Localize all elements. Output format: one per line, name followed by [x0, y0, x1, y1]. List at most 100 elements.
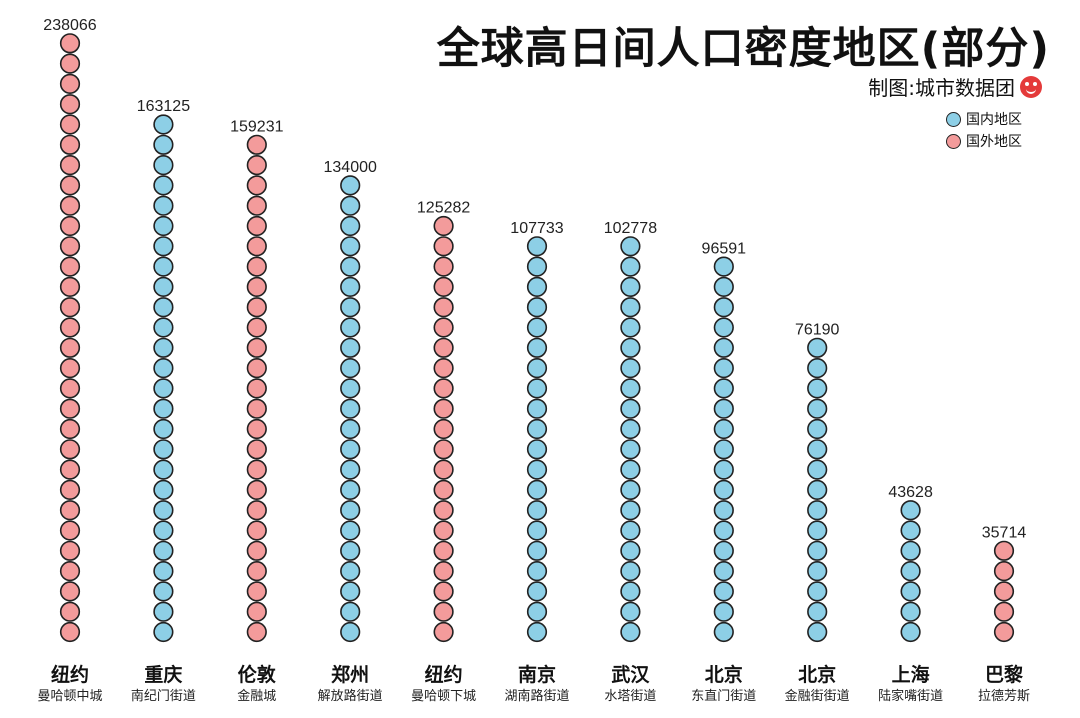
dot-mark [526, 358, 548, 379]
dot-mark [526, 317, 548, 338]
dot-mark [526, 276, 548, 298]
dot-mark [153, 418, 174, 440]
dot-mark [526, 337, 548, 358]
dot-mark [153, 520, 174, 541]
dot-mark [340, 479, 361, 501]
dot-mark [59, 459, 81, 480]
dot-mark [153, 378, 174, 399]
dot-mark [246, 418, 267, 440]
dot-mark [153, 439, 174, 460]
dot-mark [526, 256, 548, 277]
dot-mark [59, 479, 81, 501]
dot-mark [807, 418, 828, 440]
dot-mark [340, 398, 361, 419]
dot-mark [340, 358, 361, 379]
category-city: 南京 [517, 664, 556, 686]
dot-mark [713, 459, 734, 480]
dot-mark [59, 601, 81, 622]
dot-mark [246, 398, 267, 419]
dot-mark [153, 256, 174, 277]
dot-mark [900, 500, 921, 521]
dot-mark [246, 500, 267, 521]
dot-mark [246, 459, 267, 480]
category-label: 重庆 南纪门街道 [115, 663, 211, 707]
dot-mark [713, 581, 734, 602]
dot-mark [620, 317, 641, 338]
legend-label-domestic: 国内地区 [966, 112, 1022, 128]
dot-mark [807, 378, 828, 399]
dot-mark [433, 215, 454, 237]
dot-mark [59, 297, 81, 318]
dot-mark [153, 398, 174, 419]
dot-mark [153, 297, 174, 318]
value-label: 163125 [137, 98, 190, 115]
dot-mark [59, 439, 81, 460]
category-label: 北京 金融街街道 [769, 663, 865, 707]
value-label: 96591 [702, 240, 747, 257]
dot-mark [246, 297, 267, 318]
dot-mark [340, 560, 361, 582]
dot-mark [246, 479, 267, 501]
dot-mark [246, 540, 267, 561]
dot-mark [900, 540, 921, 561]
category-label: 南京 湖南路街道 [489, 663, 585, 707]
dot-mark [713, 317, 734, 338]
dot-mark [340, 621, 361, 643]
dot-mark [59, 540, 81, 561]
dot-mark [59, 581, 81, 602]
value-label: 35714 [982, 525, 1027, 542]
dot-mark [153, 236, 174, 257]
value-label: 107733 [510, 220, 563, 237]
category-label: 伦敦 金融城 [209, 663, 305, 707]
value-label: 102778 [604, 220, 657, 237]
dot-mark [993, 560, 1015, 582]
dot-mark [153, 317, 174, 338]
category-city: 重庆 [144, 664, 183, 686]
legend-item-domestic: 国内地区 [946, 108, 1022, 130]
dot-mark [713, 276, 734, 298]
dot-mark [526, 621, 548, 643]
category-district: 解放路街道 [317, 689, 383, 704]
dot-mark [433, 540, 454, 561]
dot-mark [993, 581, 1015, 602]
dot-mark [807, 337, 828, 358]
dot-mark [340, 500, 361, 521]
dot-mark [433, 500, 454, 521]
value-label: 238066 [43, 17, 96, 34]
dot-mark [433, 479, 454, 501]
dot-mark [59, 94, 81, 115]
category-district: 曼哈顿下城 [411, 689, 477, 704]
brand-logo-icon [1020, 75, 1042, 98]
dot-mark [59, 114, 81, 135]
dot-mark [246, 276, 267, 298]
dot-mark [526, 540, 548, 561]
dot-mark [620, 418, 641, 440]
dot-mark [620, 398, 641, 419]
dot-mark [807, 601, 828, 622]
dot-mark [900, 560, 921, 582]
dot-mark [59, 276, 81, 298]
dot-mark [59, 236, 81, 257]
dot-mark [340, 378, 361, 399]
dot-mark [59, 337, 81, 358]
dot-mark [59, 195, 81, 216]
dot-mark [246, 195, 267, 216]
dot-mark [526, 297, 548, 318]
value-label: 76190 [795, 322, 840, 339]
dot-mark [59, 418, 81, 440]
category-label: 纽约 曼哈顿下城 [396, 663, 492, 707]
dot-mark [246, 215, 267, 237]
category-city: 武汉 [611, 664, 650, 686]
dot-mark [433, 621, 454, 643]
category-label: 上海 陆家嘴街道 [863, 663, 959, 707]
dot-mark [153, 134, 174, 155]
dot-mark [153, 195, 174, 216]
dot-mark [340, 195, 361, 216]
dot-mark [340, 540, 361, 561]
dot-mark [713, 398, 734, 419]
dot-mark [153, 215, 174, 237]
dot-mark [153, 276, 174, 298]
dot-mark [433, 560, 454, 582]
dot-mark [526, 601, 548, 622]
